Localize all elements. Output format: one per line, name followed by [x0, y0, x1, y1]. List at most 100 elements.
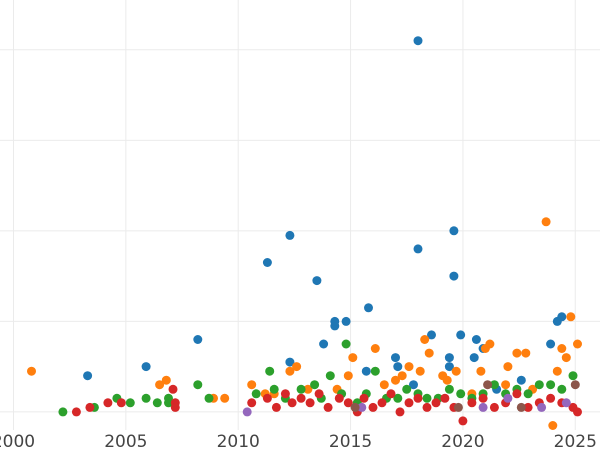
data-point	[546, 393, 556, 403]
data-point	[265, 366, 275, 376]
data-point	[386, 389, 396, 399]
data-point	[444, 353, 454, 363]
data-point	[271, 402, 281, 412]
data-point	[523, 402, 533, 412]
data-point	[478, 393, 488, 403]
data-point	[141, 362, 151, 372]
data-point	[296, 393, 306, 403]
data-point	[280, 389, 290, 399]
data-point	[58, 407, 68, 417]
data-point	[402, 384, 412, 394]
data-point	[303, 384, 313, 394]
data-point	[521, 348, 531, 358]
data-point	[220, 393, 230, 403]
data-point	[427, 330, 436, 340]
data-point	[247, 380, 257, 390]
data-point	[516, 375, 526, 385]
data-point	[391, 353, 400, 363]
data-point	[561, 353, 571, 363]
data-point	[541, 217, 551, 227]
data-point	[314, 389, 324, 399]
data-point	[334, 393, 344, 403]
data-point	[361, 366, 371, 376]
data-point	[27, 366, 36, 376]
series-0	[83, 36, 567, 394]
data-point	[420, 335, 430, 344]
data-point	[431, 398, 441, 408]
data-point	[449, 271, 459, 281]
data-point	[413, 244, 423, 254]
data-point	[557, 344, 567, 353]
data-point	[546, 339, 556, 349]
data-point	[71, 407, 81, 417]
data-point	[512, 389, 522, 399]
data-point	[310, 380, 320, 390]
data-point	[449, 226, 459, 236]
data-point	[570, 380, 580, 390]
data-point	[453, 402, 463, 412]
data-point	[444, 362, 454, 372]
data-point	[523, 389, 533, 399]
data-point	[357, 402, 367, 412]
data-point	[566, 312, 576, 322]
data-point	[573, 339, 582, 349]
data-point	[415, 366, 425, 376]
x-tick-label: 2025	[554, 432, 597, 450]
data-point	[456, 330, 466, 340]
data-point	[359, 393, 369, 403]
data-point	[368, 402, 378, 412]
data-point	[262, 258, 272, 267]
data-point	[391, 375, 400, 385]
data-point	[516, 402, 526, 412]
data-point	[471, 335, 481, 344]
data-point	[395, 407, 405, 417]
data-point	[379, 380, 389, 390]
data-point	[483, 380, 493, 390]
data-point	[413, 36, 423, 46]
data-point	[409, 380, 418, 390]
data-point	[503, 362, 513, 372]
data-point	[161, 375, 171, 385]
data-point	[456, 389, 466, 399]
data-point	[193, 335, 203, 344]
data-point	[319, 339, 329, 349]
data-point	[557, 384, 567, 394]
data-point	[476, 366, 486, 376]
data-point	[485, 339, 495, 349]
data-point	[341, 316, 351, 326]
series-5	[350, 380, 580, 412]
data-point	[573, 407, 582, 417]
data-point	[204, 393, 214, 403]
series-4	[242, 393, 571, 417]
data-point	[85, 402, 95, 412]
data-point	[343, 398, 353, 408]
data-point	[370, 366, 380, 376]
data-point	[377, 398, 387, 408]
data-point	[152, 398, 162, 408]
data-point	[305, 398, 315, 408]
data-point	[478, 402, 488, 412]
data-point	[489, 402, 499, 412]
x-tick-label: 2010	[217, 432, 260, 450]
data-point	[393, 362, 403, 372]
data-point	[341, 339, 351, 349]
data-point	[552, 366, 562, 376]
data-point	[489, 380, 499, 390]
data-point	[141, 393, 151, 403]
data-point	[168, 384, 178, 394]
data-point	[262, 393, 272, 403]
x-tick-label: 2005	[104, 432, 147, 450]
data-point	[568, 371, 578, 381]
data-point	[503, 393, 513, 403]
data-point	[292, 362, 302, 372]
data-point	[364, 303, 373, 313]
data-point	[442, 375, 452, 385]
data-point	[451, 366, 461, 376]
data-point	[312, 276, 322, 286]
x-axis-ticks: 2000 2005 2010 2015 2020 2025	[0, 432, 597, 450]
data-point	[393, 393, 403, 403]
data-point	[193, 380, 203, 390]
data-point	[422, 393, 432, 403]
data-point	[285, 357, 295, 367]
